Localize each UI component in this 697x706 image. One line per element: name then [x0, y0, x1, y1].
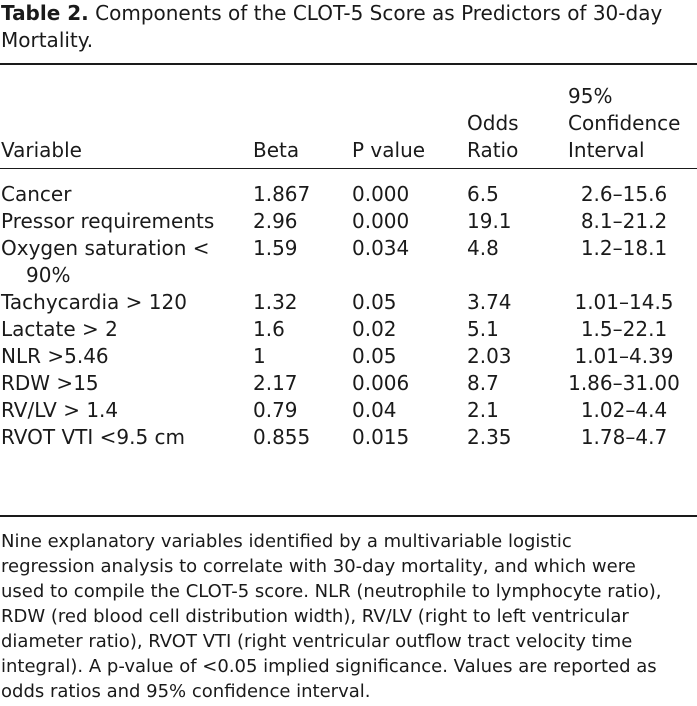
cell-beta: 0.855: [253, 425, 311, 449]
table-row: Lactate > 2 1.6 0.02 5.1 1.5–22.1: [1, 316, 693, 343]
header-rule: [0, 168, 697, 169]
header-row: Variable Beta P value Odds Ratio 95% Con…: [1, 72, 693, 164]
cell-confidence-interval-text: 1.86–31.00: [568, 371, 680, 395]
cell-variable: RVOT VTI <9.5 cm: [1, 424, 253, 451]
cell-confidence-interval: 8.1–21.2: [568, 208, 693, 235]
cell-variable: Cancer: [1, 181, 253, 208]
cell-variable-text: Oxygen saturation < 90%: [1, 236, 210, 287]
cell-beta: 1.867: [253, 182, 311, 206]
header-beta: Beta: [253, 138, 300, 162]
cell-p-value: 0.04: [352, 398, 397, 422]
table-label: Table 2.: [1, 1, 89, 25]
cell-variable-text: NLR >5.46: [1, 344, 109, 368]
header-odds-ratio-text: Odds Ratio: [467, 111, 519, 162]
cell-variable: Lactate > 2: [1, 316, 253, 343]
cell-odds-ratio: 3.74: [467, 290, 512, 314]
cell-variable: NLR >5.46: [1, 343, 253, 370]
header-p-value: P value: [352, 138, 426, 162]
cell-confidence-interval-text: 2.6–15.6: [580, 182, 668, 206]
cell-beta: 1.6: [253, 317, 285, 341]
top-rule: [0, 63, 697, 65]
cell-p-value: 0.05: [352, 344, 397, 368]
cell-confidence-interval: 1.02–4.4: [568, 397, 693, 424]
table-row: Tachycardia > 120 1.32 0.05 3.74 1.01–14.5: [1, 289, 693, 316]
cell-confidence-interval-text: 1.78–4.7: [580, 425, 668, 449]
cell-odds-ratio: 6.5: [467, 182, 499, 206]
table-caption: Components of the CLOT-5 Score as Predic…: [1, 1, 663, 52]
cell-beta: 1.59: [253, 236, 298, 260]
cell-p-value: 0.05: [352, 290, 397, 314]
table-row: Cancer 1.867 0.000 6.5 2.6–15.6: [1, 181, 693, 208]
cell-odds-ratio: 19.1: [467, 209, 512, 233]
cell-confidence-interval-text: 1.02–4.4: [580, 398, 668, 422]
cell-p-value: 0.006: [352, 371, 410, 395]
table-row: RDW >15 2.17 0.006 8.7 1.86–31.00: [1, 370, 693, 397]
data-table: Variable Beta P value Odds Ratio 95% Con…: [1, 72, 693, 451]
cell-variable-text: Cancer: [1, 182, 72, 206]
cell-beta: 2.96: [253, 209, 298, 233]
table-footnote: Nine explanatory variables identified by…: [1, 531, 662, 702]
table-title: Table 2. Components of the CLOT-5 Score …: [1, 0, 691, 54]
cell-variable-text: Tachycardia > 120: [1, 290, 187, 314]
cell-p-value: 0.000: [352, 209, 410, 233]
cell-odds-ratio: 2.35: [467, 425, 512, 449]
spacer-row: [1, 164, 693, 181]
cell-odds-ratio: 2.1: [467, 398, 499, 422]
cell-variable-text: RDW >15: [1, 371, 99, 395]
cell-confidence-interval: 1.78–4.7: [568, 424, 693, 451]
cell-variable: RDW >15: [1, 370, 253, 397]
cell-beta: 1.32: [253, 290, 298, 314]
cell-variable: Tachycardia > 120: [1, 289, 253, 316]
cell-confidence-interval-text: 1.01–4.39: [574, 344, 674, 368]
header-ci-text: 95% Confidence Interval: [568, 84, 681, 162]
cell-confidence-interval-text: 1.01–14.5: [574, 290, 674, 314]
cell-p-value: 0.000: [352, 182, 410, 206]
cell-confidence-interval: 1.86–31.00: [568, 370, 693, 397]
cell-confidence-interval: 1.5–22.1: [568, 316, 693, 343]
cell-confidence-interval-text: 1.5–22.1: [580, 317, 668, 341]
cell-odds-ratio: 8.7: [467, 371, 499, 395]
cell-confidence-interval: 2.6–15.6: [568, 181, 693, 208]
cell-variable-text: Lactate > 2: [1, 317, 118, 341]
cell-confidence-interval-text: 8.1–21.2: [580, 209, 668, 233]
cell-beta: 0.79: [253, 398, 298, 422]
table-row: RV/LV > 1.4 0.79 0.04 2.1 1.02–4.4: [1, 397, 693, 424]
table-row: Pressor requirements 2.96 0.000 19.1 8.1–21.…: [1, 208, 693, 235]
header-variable: Variable: [1, 138, 82, 162]
cell-beta: 2.17: [253, 371, 298, 395]
cell-variable-text: RV/LV > 1.4: [1, 398, 119, 422]
table-row: Oxygen saturation < 90% 1.59 0.034 4.8 1.2–1…: [1, 235, 693, 289]
cell-confidence-interval: 1.01–14.5: [568, 289, 693, 316]
cell-variable: RV/LV > 1.4: [1, 397, 253, 424]
cell-p-value: 0.02: [352, 317, 397, 341]
cell-variable-text: Pressor requirements: [1, 209, 215, 233]
cell-beta: 1: [253, 344, 266, 368]
cell-variable: Oxygen saturation < 90%: [1, 235, 253, 289]
cell-p-value: 0.034: [352, 236, 410, 260]
bottom-rule: [0, 515, 697, 517]
cell-p-value: 0.015: [352, 425, 410, 449]
cell-odds-ratio: 2.03: [467, 344, 512, 368]
cell-variable: Pressor requirements: [1, 208, 253, 235]
header-confidence-interval: 95% Confidence Interval: [568, 72, 693, 164]
cell-confidence-interval: 1.01–4.39: [568, 343, 693, 370]
cell-odds-ratio: 4.8: [467, 236, 499, 260]
table-row: RVOT VTI <9.5 cm 0.855 0.015 2.35 1.78–4.7: [1, 424, 693, 451]
cell-confidence-interval-text: 1.2–18.1: [580, 236, 668, 260]
table-row: NLR >5.46 1 0.05 2.03 1.01–4.39: [1, 343, 693, 370]
cell-variable-text: RVOT VTI <9.5 cm: [1, 425, 186, 449]
header-odds-ratio: Odds Ratio: [467, 72, 568, 164]
cell-odds-ratio: 5.1: [467, 317, 499, 341]
cell-confidence-interval: 1.2–18.1: [568, 235, 693, 289]
